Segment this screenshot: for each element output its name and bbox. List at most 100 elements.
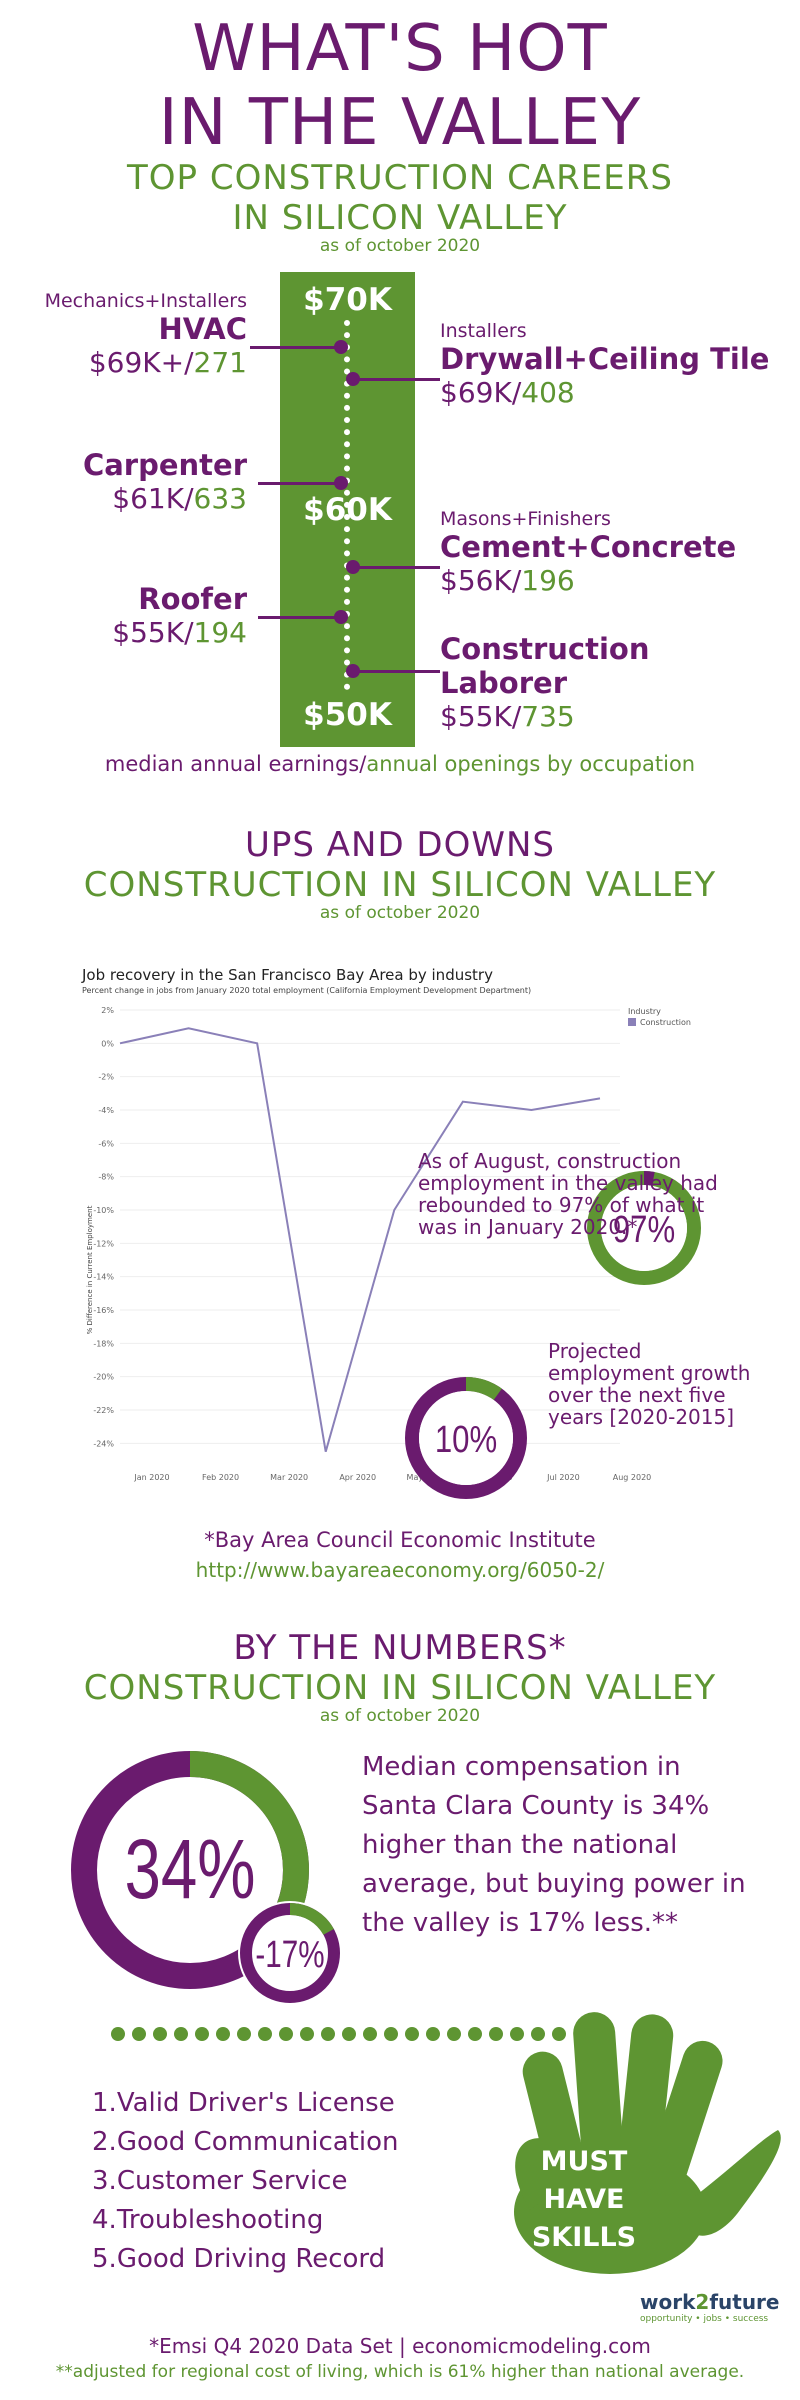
divider-dot <box>153 2027 167 2041</box>
annual-openings: 408 <box>521 376 575 409</box>
buying-power-17-value: -17% <box>255 1934 324 1976</box>
by-numbers-title: BY THE NUMBERS* <box>233 1628 567 1668</box>
median-earnings: $69K+ <box>88 346 185 379</box>
annual-openings: 196 <box>521 564 575 597</box>
caption-earnings: median annual earnings/ <box>104 752 367 776</box>
x-tick-label: Feb 2020 <box>202 1473 239 1482</box>
y-tick-label: -16% <box>93 1306 114 1315</box>
x-tick-label: Apr 2020 <box>339 1473 376 1482</box>
divider-dot <box>342 2027 356 2041</box>
chart-x-tick-labels: Jan 2020 Feb 2020 Mar 2020 Apr 2020 May 2020… <box>133 1473 651 1482</box>
x-tick-label: Mar 2020 <box>270 1473 308 1482</box>
y-tick-label: -18% <box>93 1339 114 1348</box>
divider-dot <box>216 2027 230 2041</box>
chart-source-link[interactable]: http://www.bayareaeconomy.org/6050-2/ <box>195 1558 605 1582</box>
ups-downs-subtitle: CONSTRUCTION IN SILICON VALLEY <box>83 865 717 905</box>
divider-dot <box>132 2027 146 2041</box>
caption-openings: annual openings by occupation <box>366 752 696 776</box>
logo-tagline: opportunity • jobs • success <box>640 2314 769 2324</box>
skill-item: 1.Valid Driver's License <box>92 2088 395 2118</box>
occupation-cement: Masons+Finishers Cement+Concrete $56K/19… <box>440 508 737 597</box>
legend-title: Industry <box>628 1007 661 1016</box>
median-earnings: $56K <box>440 564 512 597</box>
chart-gridlines <box>120 1009 620 1444</box>
skills-list: 1.Valid Driver's License 2.Good Communic… <box>92 2084 398 2279</box>
callout-ring-10: 10% <box>405 1377 527 1499</box>
marker-laborer <box>346 664 360 678</box>
divider-dot <box>384 2027 398 2041</box>
occupation-name: Drywall+Ceiling Tile <box>440 342 770 376</box>
main-title: WHAT'S HOT IN THE VALLEY <box>0 12 800 160</box>
y-tick-label: 2% <box>101 1006 114 1015</box>
occupation-name-line-2: Laborer <box>440 666 568 700</box>
annual-openings: 633 <box>193 482 247 515</box>
x-tick-label: Aug 2020 <box>613 1473 652 1482</box>
divider-dot <box>531 2027 545 2041</box>
connector-cement <box>352 566 440 569</box>
y-tick-label: -22% <box>93 1406 114 1415</box>
occupation-name: Carpenter <box>82 448 247 482</box>
connector-hvac <box>250 346 340 349</box>
divider-dot <box>279 2027 293 2041</box>
scale-label-50k: $50K <box>303 697 392 733</box>
title-line-1: WHAT'S HOT <box>192 12 608 86</box>
compensation-text: Median compensation in Santa Clara Count… <box>362 1752 746 1938</box>
dotted-divider <box>111 2027 566 2041</box>
divider-dot <box>363 2027 377 2041</box>
subtitle-line-2: IN SILICON VALLEY <box>232 198 568 238</box>
ups-downs-as-of: as of october 2020 <box>319 903 481 923</box>
skill-item: 3.Customer Service <box>92 2166 348 2196</box>
median-earnings: $69K <box>440 376 512 409</box>
construction-series-line <box>119 1027 601 1452</box>
divider-dot <box>237 2027 251 2041</box>
occupation-name: Roofer <box>138 582 247 616</box>
chart-title: Job recovery in the San Francisco Bay Ar… <box>82 966 493 984</box>
annual-openings: 735 <box>521 700 575 733</box>
marker-drywall <box>346 372 360 386</box>
connector-carpenter <box>258 482 340 485</box>
y-tick-label: -20% <box>93 1373 114 1382</box>
chart-source: *Bay Area Council Economic Institute <box>204 1528 596 1552</box>
compensation-34-value: 34% <box>124 1822 255 1916</box>
hand-text-must: MUST <box>541 2146 628 2177</box>
hand-text-skills: SKILLS <box>532 2222 636 2253</box>
annual-openings: 194 <box>193 616 247 649</box>
callout-10-value: 10% <box>435 1419 497 1461</box>
median-earnings: $55K <box>112 616 185 649</box>
occupation-prefix: Mechanics+Installers <box>44 290 247 312</box>
subtitle-line-1: TOP CONSTRUCTION CAREERS <box>127 158 673 198</box>
divider-dot <box>510 2027 524 2041</box>
occupation-prefix: Masons+Finishers <box>440 508 611 530</box>
divider-dot <box>552 2027 566 2041</box>
divider-dot <box>195 2027 209 2041</box>
chart-subtitle: Percent change in jobs from January 2020… <box>82 986 532 995</box>
by-numbers-as-of: as of october 2020 <box>319 1706 481 1726</box>
hand-text-have: HAVE <box>544 2184 625 2215</box>
divider-dot <box>321 2027 335 2041</box>
divider-dot <box>111 2027 125 2041</box>
divider-dot <box>300 2027 314 2041</box>
y-tick-label: -8% <box>98 1173 114 1182</box>
divider-dot <box>405 2027 419 2041</box>
hand-icon: MUST HAVE SKILLS <box>514 2012 781 2274</box>
y-tick-label: 0% <box>101 1039 114 1048</box>
chart-y-tick-labels: 2% 0% -2% -4% -6% -8% -10% -12% -14% -16% -18% -20%… <box>93 1006 114 1448</box>
footer-note: **adjusted for regional cost of living, … <box>55 2362 745 2382</box>
y-tick-label: -10% <box>93 1206 114 1215</box>
title-line-2: IN THE VALLEY <box>158 86 642 160</box>
ring-34-percent: 34% <box>71 1751 309 1989</box>
skill-item: 5.Good Driving Record <box>92 2244 386 2274</box>
callout-10-text: Projected employment growth over the nex… <box>548 1339 751 1429</box>
ring-minus-17-percent: -17% <box>238 1901 342 2005</box>
divider-dot <box>174 2027 188 2041</box>
y-tick-label: -12% <box>93 1239 114 1248</box>
occupation-carpenter: Carpenter $61K/633 <box>82 448 247 515</box>
scale-label-60k: $60K <box>303 492 392 528</box>
marker-hvac <box>334 340 348 354</box>
marker-cement <box>346 560 360 574</box>
divider-dot <box>426 2027 440 2041</box>
legend-series-label: Construction <box>640 1018 691 1027</box>
connector-drywall <box>352 378 440 381</box>
occupation-name: HVAC <box>158 312 247 346</box>
y-tick-label: -2% <box>98 1073 114 1082</box>
